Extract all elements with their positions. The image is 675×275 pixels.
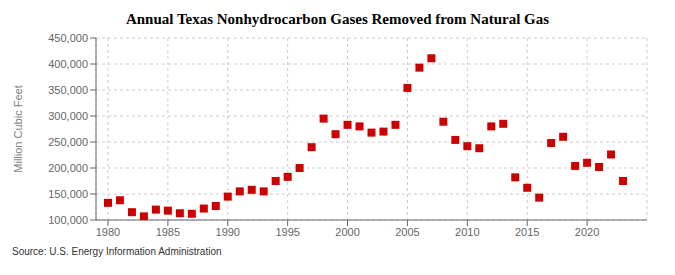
svg-text:200,000: 200,000 bbox=[48, 162, 88, 174]
svg-text:2000: 2000 bbox=[335, 226, 359, 238]
svg-text:1995: 1995 bbox=[275, 226, 299, 238]
svg-text:2005: 2005 bbox=[395, 226, 419, 238]
svg-text:100,000: 100,000 bbox=[48, 214, 88, 226]
svg-text:300,000: 300,000 bbox=[48, 110, 88, 122]
html-text:Annual Texas Nonhydrocarbon Ga: Annual Texas Nonhydrocarbon Gases Remove… bbox=[125, 11, 550, 27]
svg-text:1980: 1980 bbox=[96, 226, 120, 238]
svg-text:2010: 2010 bbox=[455, 226, 479, 238]
svg-text:400,000: 400,000 bbox=[48, 58, 88, 70]
svg-text:250,000: 250,000 bbox=[48, 136, 88, 148]
svg-text:1990: 1990 bbox=[216, 226, 240, 238]
svg-text:2015: 2015 bbox=[515, 226, 539, 238]
svg-text:150,000: 150,000 bbox=[48, 188, 88, 200]
svg-text:2020: 2020 bbox=[575, 226, 599, 238]
svg-text:450,000: 450,000 bbox=[48, 32, 88, 44]
html-text:Source: U.S. Energy Informatio: Source: U.S. Energy Information Administ… bbox=[12, 246, 222, 257]
svg-text:1985: 1985 bbox=[156, 226, 180, 238]
svg-text:350,000: 350,000 bbox=[48, 84, 88, 96]
svg-text:Million Cubic Feet: Million Cubic Feet bbox=[12, 85, 24, 172]
